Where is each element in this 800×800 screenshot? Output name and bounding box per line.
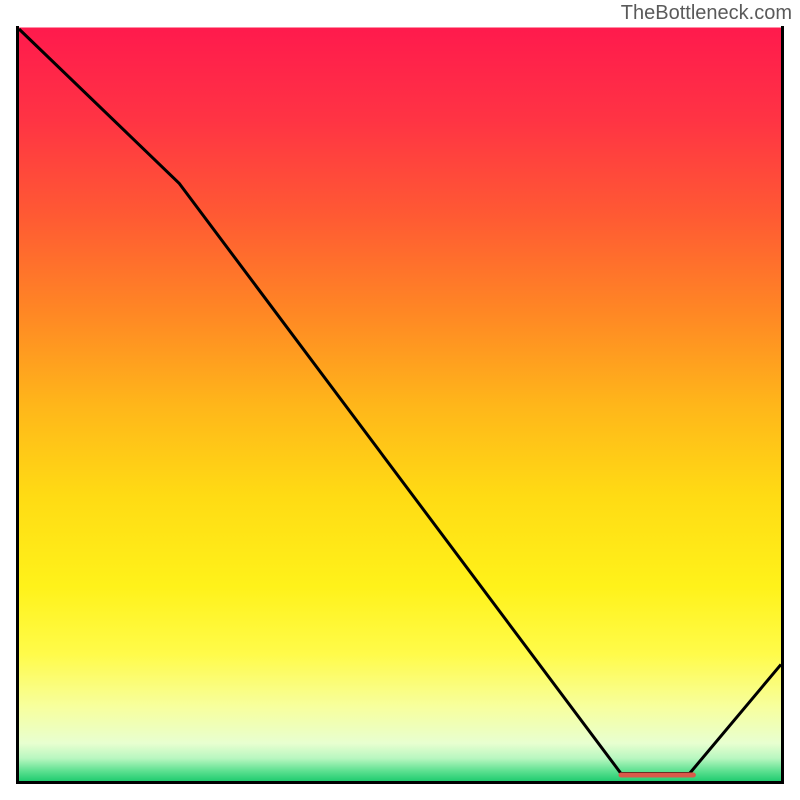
- attribution-text: TheBottleneck.com: [621, 2, 792, 25]
- chart-svg: [0, 0, 800, 800]
- chart-container: TheBottleneck.com: [0, 0, 800, 800]
- chart-background: [18, 28, 783, 783]
